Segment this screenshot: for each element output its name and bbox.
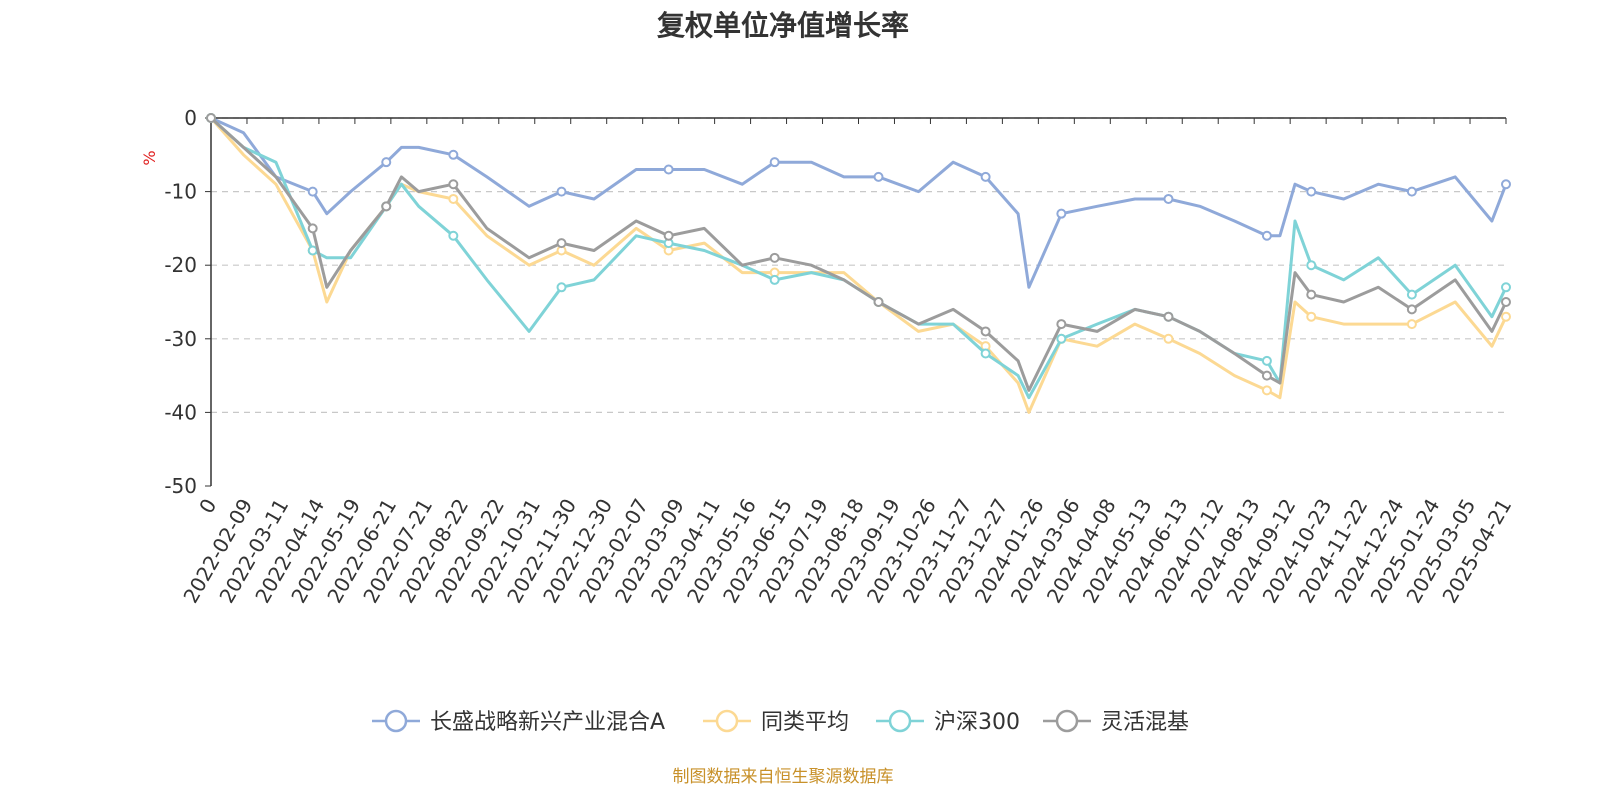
y-unit-label: % — [140, 150, 159, 165]
data-point — [307, 186, 318, 197]
data-point — [1406, 304, 1417, 315]
data-point — [381, 201, 392, 212]
data-point — [1261, 355, 1272, 366]
data-point — [556, 282, 567, 293]
data-point — [1306, 186, 1317, 197]
data-point — [1261, 230, 1272, 241]
data-point — [873, 297, 884, 307]
legend-label: 同类平均 — [761, 710, 849, 735]
data-point — [769, 274, 780, 285]
y-tick-label: -10 — [164, 180, 197, 204]
legend-marker — [384, 709, 408, 733]
data-point — [980, 348, 991, 359]
data-point — [448, 230, 459, 241]
legend-item-1: 长盛战略新兴产业混合A — [372, 709, 665, 735]
data-point — [1501, 297, 1511, 307]
data-point — [1406, 186, 1417, 197]
data-point — [663, 230, 674, 241]
data-point — [769, 252, 780, 263]
data-point — [1163, 311, 1174, 322]
data-point — [1306, 311, 1317, 322]
series-line — [209, 116, 1508, 400]
data-point — [769, 157, 780, 168]
y-tick-label: -30 — [164, 327, 197, 351]
data-point — [1501, 311, 1511, 322]
data-point — [1163, 333, 1174, 344]
data-point — [448, 149, 459, 160]
data-point — [1306, 260, 1317, 271]
data-point — [381, 157, 392, 168]
data-point — [556, 238, 567, 249]
legend-item-2: 同类平均 — [703, 709, 849, 735]
data-point — [1056, 208, 1067, 219]
data-point — [663, 164, 674, 175]
data-point — [556, 186, 567, 197]
data-point — [980, 171, 991, 182]
legend-marker — [888, 709, 912, 733]
legend-label: 灵活混基 — [1101, 710, 1189, 735]
data-point — [873, 171, 884, 182]
source-note: 制图数据来自恒生聚源数据库 — [672, 767, 894, 787]
data-point — [1306, 289, 1317, 300]
legend-marker — [1055, 709, 1079, 733]
legend-marker — [715, 709, 739, 733]
y-tick-label: 0 — [184, 106, 197, 130]
data-point — [1406, 319, 1417, 330]
data-point — [1056, 319, 1067, 330]
data-point — [1501, 179, 1511, 190]
data-point — [206, 113, 216, 123]
y-tick-label: -50 — [164, 474, 197, 498]
legend-item-3: 沪深300 — [876, 709, 1020, 735]
data-point — [1163, 193, 1174, 204]
data-point — [307, 245, 318, 256]
x-tick-label: 0 — [194, 495, 221, 518]
legend-label: 长盛战略新兴产业混合A — [430, 710, 665, 735]
data-point — [1501, 282, 1511, 293]
data-point — [448, 179, 459, 190]
data-point — [307, 223, 318, 234]
data-point — [448, 193, 459, 204]
series-4 — [206, 113, 1511, 392]
series-1 — [206, 113, 1511, 289]
data-point — [1056, 333, 1067, 344]
y-tick-label: -40 — [164, 400, 197, 424]
data-point — [980, 326, 991, 337]
data-point — [1261, 370, 1272, 381]
legend-item-4: 灵活混基 — [1043, 709, 1189, 735]
y-tick-label: -20 — [164, 253, 197, 277]
legend-label: 沪深300 — [934, 710, 1020, 735]
data-point — [1261, 385, 1272, 396]
series-line — [209, 116, 1508, 392]
series-3 — [206, 113, 1511, 400]
chart-title: 复权单位净值增长率 — [656, 9, 909, 42]
data-point — [1406, 289, 1417, 300]
